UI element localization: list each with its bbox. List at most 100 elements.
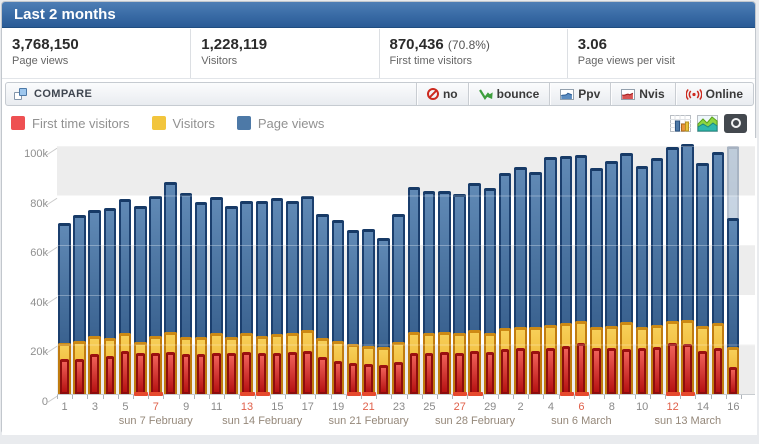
bar-first-time-visitors[interactable] [105, 355, 115, 394]
x-axis-tick [300, 395, 302, 399]
legend-label: First time visitors [32, 115, 130, 131]
bar-first-time-visitors[interactable] [181, 354, 191, 394]
bar-first-time-visitors[interactable] [120, 350, 130, 394]
bar-first-time-visitors[interactable] [75, 359, 84, 394]
bar-first-time-visitors[interactable] [546, 348, 556, 394]
x-axis-day-label: 14 [696, 401, 710, 413]
bar-first-time-visitors[interactable] [379, 365, 388, 394]
x-axis-tick [665, 395, 666, 399]
nvis-mini-chart-icon [621, 88, 636, 100]
bar-first-time-visitors[interactable] [318, 356, 328, 394]
x-axis-tick [163, 395, 165, 399]
bar-first-time-visitors[interactable] [439, 351, 449, 394]
bar-first-time-visitors[interactable] [363, 364, 373, 394]
x-axis-day-label: 25 [423, 401, 436, 413]
bar-first-time-visitors[interactable] [333, 360, 343, 394]
x-axis-day-label: 29 [484, 401, 497, 413]
camera-snapshot-icon[interactable] [724, 113, 747, 133]
bar-first-time-visitors[interactable] [561, 345, 571, 394]
bounce-button[interactable]: bounce [467, 83, 550, 105]
bar-first-time-visitors[interactable] [242, 351, 252, 394]
bar-first-time-visitors[interactable] [303, 350, 312, 394]
x-axis-tick [72, 395, 74, 399]
online-button[interactable]: Online [674, 83, 753, 105]
bar-first-time-visitors[interactable] [272, 353, 282, 394]
x-axis-tick [619, 395, 621, 399]
bar-first-time-visitors[interactable] [607, 348, 616, 394]
no-bounce-toggle-button[interactable]: no [415, 83, 468, 105]
compare-button[interactable]: COMPARE [6, 87, 416, 101]
x-axis-tick [725, 395, 727, 399]
plot-area [57, 143, 755, 394]
y-axis-tick [46, 197, 58, 205]
bar-first-time-visitors[interactable] [531, 350, 540, 394]
bar-first-time-visitors[interactable] [622, 349, 632, 394]
weekend-marker [574, 392, 589, 396]
bar-first-time-visitors[interactable] [683, 344, 692, 394]
bar-first-time-visitors[interactable] [591, 348, 601, 394]
bar-first-time-visitors[interactable] [90, 354, 100, 394]
bar-first-time-visitors[interactable] [394, 361, 404, 394]
bar-first-time-visitors[interactable] [728, 366, 738, 394]
bar-first-time-visitors[interactable] [151, 353, 160, 394]
x-axis-tick [513, 395, 514, 399]
stat-label: First time visitors [389, 55, 473, 67]
legend-label: Visitors [172, 115, 215, 131]
weekend-marker [681, 392, 696, 396]
x-axis-tick [361, 395, 362, 399]
bar-first-time-visitors[interactable] [287, 351, 297, 394]
x-axis-day-label: 21 [362, 401, 375, 413]
bar-first-time-visitors[interactable] [59, 359, 69, 394]
x-axis-tick [467, 395, 469, 399]
bar-first-time-visitors[interactable] [348, 363, 358, 394]
bar-first-time-visitors[interactable] [515, 348, 525, 394]
bar-first-time-visitors[interactable] [576, 343, 586, 394]
x-axis-week-label: sun 7 February [118, 415, 193, 427]
x-axis-day-label: 6 [578, 401, 585, 413]
bar-first-time-visitors[interactable] [470, 350, 480, 394]
x-axis-tick [269, 395, 271, 399]
x-axis-tick [148, 395, 150, 399]
stat-label: Page views [12, 55, 69, 67]
bar-first-time-visitors[interactable] [500, 349, 510, 394]
legend-page-views[interactable]: Page views [236, 116, 324, 131]
bar-first-time-visitors[interactable] [409, 353, 419, 394]
x-axis-day-label: 9 [183, 401, 190, 413]
bar-chart-view-icon[interactable] [670, 114, 691, 132]
weekend-marker [149, 392, 164, 396]
legend-first-time-visitors[interactable]: First time visitors [11, 116, 130, 131]
y-axis-label: 100k [24, 148, 48, 160]
compare-icon [14, 87, 28, 101]
bar-first-time-visitors[interactable] [196, 354, 206, 394]
bar-first-time-visitors[interactable] [135, 353, 145, 394]
bar-first-time-visitors[interactable] [713, 348, 723, 394]
x-axis-tick [573, 395, 575, 399]
ppv-button[interactable]: Ppv [549, 83, 610, 105]
bar-first-time-visitors[interactable] [424, 353, 434, 394]
bar-first-time-visitors[interactable] [667, 343, 677, 394]
analytics-panel: Last 2 months 3,768,150 Page views 1,228… [1, 1, 757, 435]
button-label: Online [705, 87, 743, 101]
weekend-marker [255, 392, 270, 396]
area-chart-view-icon[interactable] [697, 114, 718, 132]
legend-visitors[interactable]: Visitors [151, 115, 215, 131]
bar-first-time-visitors[interactable] [637, 348, 647, 394]
weekend-marker [559, 392, 574, 396]
bar-first-time-visitors[interactable] [257, 353, 267, 394]
weekend-marker [346, 392, 361, 396]
x-axis-tick [254, 395, 256, 399]
bar-first-time-visitors[interactable] [698, 350, 708, 394]
bar-first-time-visitors[interactable] [485, 351, 495, 394]
nvis-button[interactable]: Nvis [610, 83, 674, 105]
bar-first-time-visitors[interactable] [227, 353, 236, 394]
x-axis-day-label: 8 [608, 401, 615, 413]
bar-first-time-visitors[interactable] [455, 353, 464, 394]
x-axis-tick [710, 395, 712, 399]
bar-first-time-visitors[interactable] [166, 351, 176, 394]
x-axis-tick [741, 395, 742, 399]
bar-first-time-visitors[interactable] [211, 353, 221, 394]
bar-first-time-visitors[interactable] [652, 346, 662, 394]
x-axis-day-label: 4 [547, 401, 555, 413]
weekend-marker [134, 392, 149, 396]
x-axis-tick [376, 395, 378, 399]
